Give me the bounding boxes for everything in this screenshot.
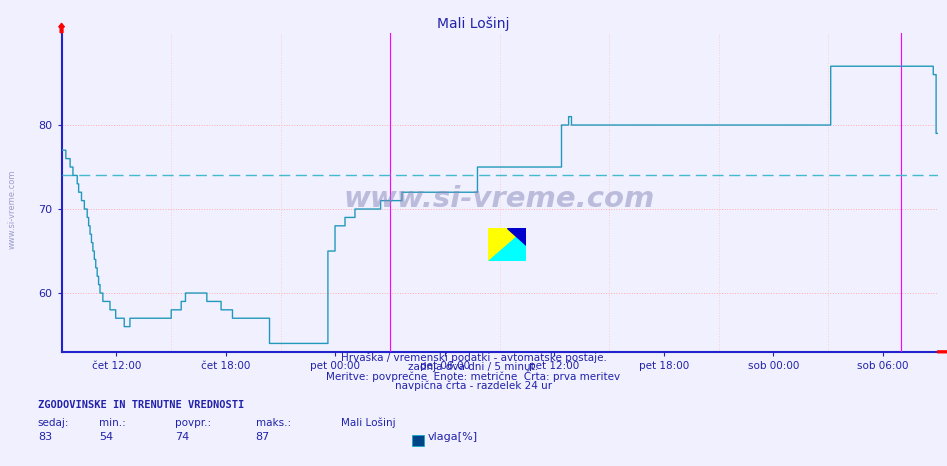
Text: sedaj:: sedaj: bbox=[38, 418, 69, 428]
Polygon shape bbox=[488, 228, 526, 261]
Text: vlaga[%]: vlaga[%] bbox=[428, 432, 478, 442]
Text: www.si-vreme.com: www.si-vreme.com bbox=[8, 170, 17, 249]
Text: Mali Lošinj: Mali Lošinj bbox=[438, 16, 509, 31]
Text: Mali Lošinj: Mali Lošinj bbox=[341, 418, 396, 428]
Text: zadnja dva dni / 5 minut.: zadnja dva dni / 5 minut. bbox=[408, 363, 539, 372]
Text: navpična črta - razdelek 24 ur: navpična črta - razdelek 24 ur bbox=[395, 381, 552, 391]
Text: Hrvaška / vremenski podatki - avtomatske postaje.: Hrvaška / vremenski podatki - avtomatske… bbox=[341, 353, 606, 363]
Text: 83: 83 bbox=[38, 432, 52, 442]
Polygon shape bbox=[507, 228, 526, 245]
Polygon shape bbox=[488, 228, 526, 261]
Text: min.:: min.: bbox=[99, 418, 126, 428]
Text: Meritve: povprečne  Enote: metrične  Črta: prva meritev: Meritve: povprečne Enote: metrične Črta:… bbox=[327, 370, 620, 382]
Text: 54: 54 bbox=[99, 432, 114, 442]
Text: maks.:: maks.: bbox=[256, 418, 291, 428]
Text: povpr.:: povpr.: bbox=[175, 418, 211, 428]
Text: ZGODOVINSKE IN TRENUTNE VREDNOSTI: ZGODOVINSKE IN TRENUTNE VREDNOSTI bbox=[38, 400, 244, 410]
Text: 74: 74 bbox=[175, 432, 189, 442]
Text: 87: 87 bbox=[256, 432, 270, 442]
Text: www.si-vreme.com: www.si-vreme.com bbox=[344, 185, 655, 212]
